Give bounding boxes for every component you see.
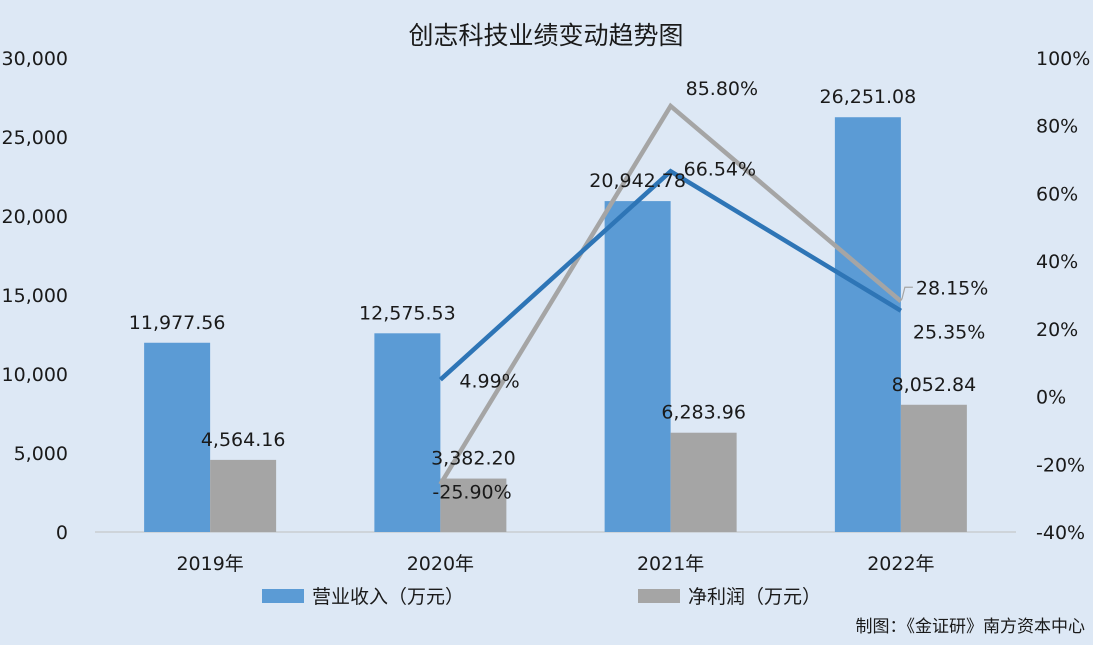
x-tick-label: 2019年 xyxy=(176,553,243,575)
bar-net-profit-label: 8,052.84 xyxy=(892,374,977,396)
legend: 营业收入（万元） 净利润（万元） xyxy=(0,582,1093,610)
net-profit-growth-line xyxy=(438,102,903,486)
bar-net-profit-label: 3,382.20 xyxy=(431,448,516,470)
bar-net-profit-label: 6,283.96 xyxy=(661,402,746,424)
y-right-tick-label: -40% xyxy=(1036,522,1085,544)
y-right-tick-label: 40% xyxy=(1036,251,1078,273)
x-tick-label: 2021年 xyxy=(637,553,704,575)
y-left-tick-label: 30,000 xyxy=(2,48,68,70)
bar-revenue-label: 26,251.08 xyxy=(820,86,917,108)
y-left-tick-label: 20,000 xyxy=(2,206,68,228)
revenue-growth-line-label: 4.99% xyxy=(459,371,519,393)
revenue-growth-line-label: 25.35% xyxy=(913,322,985,344)
bar-revenue xyxy=(144,342,211,532)
bar-revenue-label: 12,575.53 xyxy=(359,302,456,324)
y-left-tick-label: 15,000 xyxy=(2,285,68,307)
bar-revenue xyxy=(604,201,671,533)
legend-label-revenue: 营业收入（万元） xyxy=(312,586,465,608)
y-right-tick-label: 100% xyxy=(1036,48,1090,70)
y-left-tick-label: 5,000 xyxy=(14,443,68,465)
net-profit-growth-line-label: 28.15% xyxy=(916,277,988,299)
y-right-tick-label: 60% xyxy=(1036,183,1078,205)
bar-net-profit xyxy=(900,404,967,532)
y-right-tick-label: -20% xyxy=(1036,454,1085,476)
x-tick-label: 2020年 xyxy=(407,553,474,575)
bar-revenue xyxy=(374,333,441,532)
legend-label-net-profit: 净利润（万元） xyxy=(688,586,822,608)
chart-title: 创志科技业绩变动趋势图 xyxy=(408,21,683,50)
legend-item-revenue: 营业收入（万元） xyxy=(262,582,464,609)
y-left-tick-label: 25,000 xyxy=(2,127,68,149)
axes: 0 5,000 10,000 15,000 20,000 25,000 30,000 -40%… xyxy=(2,48,1091,575)
bars xyxy=(144,117,967,533)
net-profit-growth-line-label: -25.90% xyxy=(432,481,511,503)
y-right-tick-label: 80% xyxy=(1036,116,1078,138)
net-profit-growth-leader xyxy=(901,286,913,300)
bar-revenue-label: 11,977.56 xyxy=(129,312,226,334)
bar-net-profit xyxy=(440,478,507,532)
x-tick-label: 2022年 xyxy=(867,553,934,575)
y-left-tick-label: 10,000 xyxy=(2,364,68,386)
legend-item-net-profit: 净利润（万元） xyxy=(638,582,821,609)
legend-swatch-revenue xyxy=(262,588,304,603)
growth-lines xyxy=(438,102,913,486)
net-profit-growth-line-label: 85.80% xyxy=(686,78,758,100)
revenue-growth-line-label: 66.54% xyxy=(684,158,756,180)
bar-net-profit-label: 4,564.16 xyxy=(201,429,286,451)
bar-revenue xyxy=(834,117,901,532)
bar-net-profit xyxy=(210,459,277,532)
y-right-tick-label: 0% xyxy=(1036,387,1066,409)
legend-swatch-net-profit xyxy=(638,588,680,603)
y-left-tick-label: 0 xyxy=(56,522,68,544)
data-labels: 11,977.56 4,564.16 12,575.53 3,382.20 20,942… xyxy=(129,78,989,503)
chart-credit: 制图：《金证研》南方资本中心 xyxy=(855,617,1086,637)
bar-revenue-label: 20,942.78 xyxy=(589,170,686,192)
y-right-tick-label: 20% xyxy=(1036,319,1078,341)
bar-net-profit xyxy=(670,432,737,532)
revenue-growth-line xyxy=(438,168,903,382)
